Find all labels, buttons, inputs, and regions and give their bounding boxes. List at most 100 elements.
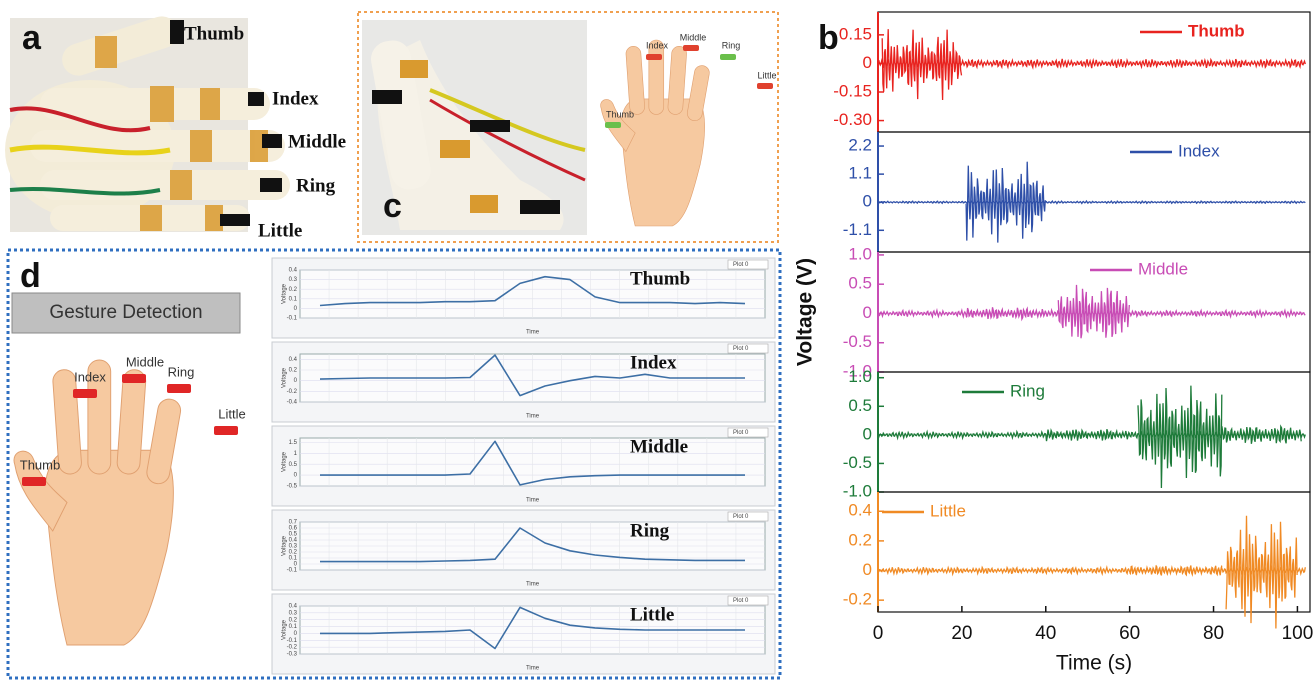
finger xyxy=(649,40,664,114)
button-label[interactable]: Gesture Detection xyxy=(49,302,202,323)
y-tick-label: 0.2 xyxy=(289,287,298,293)
y-axis-label: Voltage (V) xyxy=(794,258,817,366)
signal-segment xyxy=(1222,426,1301,444)
signal-segment xyxy=(966,307,1045,319)
y-tick-label: 0.4 xyxy=(289,268,298,274)
x-axis-label: Time xyxy=(526,582,540,588)
y-tick-label: 0.2 xyxy=(289,617,298,623)
panel-a-photo xyxy=(5,12,290,232)
mini-plot-title: Little xyxy=(630,604,674,625)
y-tick-label: -0.2 xyxy=(287,645,298,651)
indicator[interactable] xyxy=(122,374,146,383)
figure: Gesture Detection a c d b ThumbIndexMidd… xyxy=(0,0,1315,682)
y-tick-label: 0.15 xyxy=(839,24,872,43)
panel-letter: d xyxy=(20,257,41,295)
subplot-frame xyxy=(878,132,1310,252)
y-tick-label: 0 xyxy=(863,303,872,322)
mini-legend: Plot 0 xyxy=(733,514,749,520)
y-tick-label: 2.2 xyxy=(848,136,872,155)
y-tick-label: 0.3 xyxy=(289,277,298,283)
signal-segment xyxy=(882,29,961,100)
mini-legend: Plot 0 xyxy=(733,430,749,436)
panel-letter: a xyxy=(22,19,42,57)
finger-label: Thumb xyxy=(184,23,244,44)
y-tick-label: -0.4 xyxy=(287,400,298,406)
indicator[interactable] xyxy=(646,54,662,60)
y-tick-label: -0.1 xyxy=(287,316,298,322)
indicator-label: Thumb xyxy=(20,457,60,472)
indicator[interactable] xyxy=(757,83,773,89)
y-tick-label: -0.1 xyxy=(287,638,298,644)
legend-label: Index xyxy=(1178,141,1220,160)
mini-plot-title: Index xyxy=(630,352,677,373)
y-tick-label: -0.30 xyxy=(833,110,872,129)
indicator-label: Middle xyxy=(126,354,164,369)
mini-plot-title: Middle xyxy=(630,436,688,457)
y-tick-label: -0.1 xyxy=(287,568,298,574)
indicator[interactable] xyxy=(167,384,191,393)
y-tick-label: 1.1 xyxy=(848,164,872,183)
y-tick-label: 0 xyxy=(863,560,872,579)
signal-segment xyxy=(878,201,1305,204)
y-axis-label: Voltage xyxy=(282,535,288,556)
signal-segment xyxy=(1046,429,1130,441)
legend-label: Thumb xyxy=(1188,21,1245,40)
finger-label: Index xyxy=(272,88,319,109)
y-tick-label: -0.3 xyxy=(287,652,298,658)
mini-plot-title: Thumb xyxy=(630,268,690,289)
x-axis-label: Time xyxy=(526,330,540,336)
indicator[interactable] xyxy=(720,54,736,60)
x-tick-label: 80 xyxy=(1203,623,1224,644)
x-axis-label: Time xyxy=(526,666,540,672)
x-axis-label: Time (s) xyxy=(1056,652,1132,675)
indicator-label: Ring xyxy=(722,40,741,50)
y-tick-label: -0.2 xyxy=(843,590,872,609)
y-tick-label: -0.5 xyxy=(843,332,872,351)
x-tick-label: 0 xyxy=(873,623,884,644)
indicator[interactable] xyxy=(214,426,238,435)
y-tick-label: -1.1 xyxy=(843,220,872,239)
y-tick-label: 1.0 xyxy=(848,244,872,263)
finger-label: Little xyxy=(258,220,302,241)
y-tick-label: 0.4 xyxy=(289,604,298,610)
y-tick-label: 0 xyxy=(863,424,872,443)
y-tick-label: -1.0 xyxy=(843,481,872,500)
x-tick-label: 100 xyxy=(1282,623,1314,644)
signal-segment xyxy=(1130,566,1222,576)
indicator[interactable] xyxy=(683,45,699,51)
indicator-label: Ring xyxy=(168,364,195,379)
indicator[interactable] xyxy=(605,122,621,128)
indicator-label: Little xyxy=(757,70,776,80)
x-tick-label: 40 xyxy=(1035,623,1056,644)
mini-legend: Plot 0 xyxy=(733,598,749,604)
y-tick-label: 1.0 xyxy=(848,367,872,386)
y-axis-label: Voltage xyxy=(282,367,288,388)
indicator[interactable] xyxy=(73,389,97,398)
finger-label: Middle xyxy=(288,131,346,152)
y-tick-label: -0.2 xyxy=(287,389,298,395)
x-axis-label: Time xyxy=(526,414,540,420)
y-tick-label: 1.5 xyxy=(289,440,298,446)
legend-label: Little xyxy=(930,501,966,520)
y-tick-label: 0.1 xyxy=(289,296,298,302)
legend-label: Ring xyxy=(1010,381,1045,400)
y-axis-label: Voltage xyxy=(282,283,288,304)
x-tick-label: 60 xyxy=(1119,623,1140,644)
y-axis-label: Voltage xyxy=(282,451,288,472)
hand-illustration xyxy=(14,360,182,645)
x-tick-label: 20 xyxy=(951,623,972,644)
y-tick-label: 0.2 xyxy=(848,530,872,549)
y-tick-label: 0.4 xyxy=(289,357,298,363)
x-axis-label: Time xyxy=(526,498,540,504)
indicator[interactable] xyxy=(22,477,46,486)
y-tick-label: 0.2 xyxy=(289,368,298,374)
finger-label: Ring xyxy=(296,175,336,196)
y-tick-label: 0.5 xyxy=(848,396,872,415)
y-tick-label: 0 xyxy=(863,53,872,72)
indicator-label: Middle xyxy=(680,32,707,42)
y-tick-label: 0.4 xyxy=(848,501,872,520)
y-axis-label: Voltage xyxy=(282,619,288,640)
y-tick-label: -0.5 xyxy=(287,484,298,490)
indicator-label: Thumb xyxy=(606,109,634,119)
y-tick-label: -0.5 xyxy=(843,453,872,472)
